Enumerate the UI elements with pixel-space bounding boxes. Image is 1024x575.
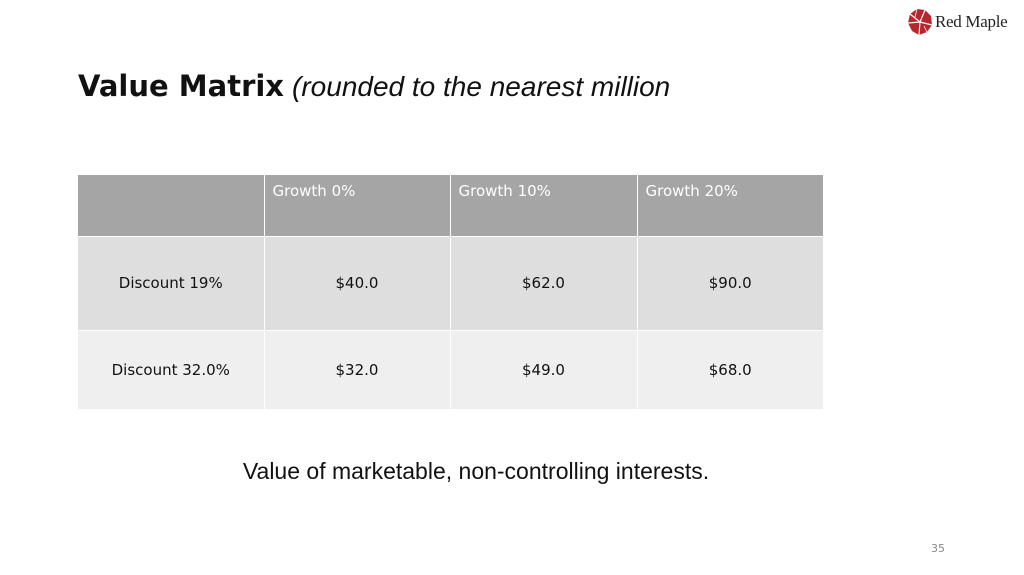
table-row: Discount 19% $40.0 $62.0 $90.0 [78,236,823,331]
table-cell: $62.0 [450,236,638,331]
header-corner-cell [78,175,265,237]
header-growth-20: Growth 20% [637,175,823,237]
row-label: Discount 19% [78,236,265,331]
slide-title: Value Matrix (rounded to the nearest mill… [78,64,670,114]
header-growth-0: Growth 0% [264,175,451,237]
value-matrix-table: Growth 0% Growth 10% Growth 20% Discount… [78,175,823,409]
table-cell: $40.0 [264,236,451,331]
title-main: Value Matrix [78,69,285,103]
red-maple-leaf-icon [907,8,933,36]
title-note: (rounded to the nearest million [292,71,671,102]
row-label: Discount 32.0% [78,330,265,409]
footnote: Value of marketable, non-controlling int… [242,458,710,484]
page-number: 35 [931,542,945,555]
table-header-row: Growth 0% Growth 10% Growth 20% [78,175,823,237]
table-row: Discount 32.0% $32.0 $49.0 $68.0 [78,330,823,409]
header-growth-10: Growth 10% [450,175,638,237]
table-cell: $90.0 [637,236,823,331]
brand-name: Red Maple [935,12,1008,31]
table-cell: $32.0 [264,330,451,409]
table-cell: $49.0 [450,330,638,409]
table-cell: $68.0 [637,330,823,409]
brand-logo: Red Maple [907,7,1008,37]
